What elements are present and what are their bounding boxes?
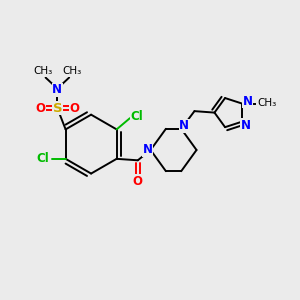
Text: Cl: Cl [37, 152, 49, 165]
Text: CH₃: CH₃ [257, 98, 276, 108]
Text: N: N [142, 143, 153, 157]
Text: N: N [52, 83, 62, 96]
Text: O: O [36, 102, 46, 115]
Text: S: S [52, 102, 62, 115]
Text: CH₃: CH₃ [62, 66, 82, 76]
Text: N: N [179, 119, 189, 132]
Text: N: N [242, 95, 253, 108]
Text: O: O [69, 102, 79, 115]
Text: N: N [241, 118, 251, 132]
Text: O: O [133, 175, 143, 188]
Text: Cl: Cl [131, 110, 144, 123]
Text: CH₃: CH₃ [33, 66, 52, 76]
